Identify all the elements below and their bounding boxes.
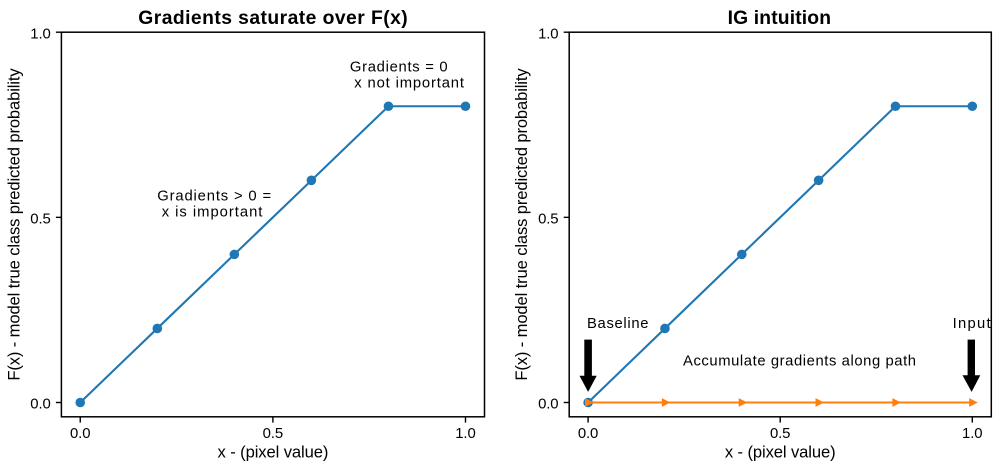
svg-text:x not important: x not important — [354, 76, 464, 92]
svg-text:F(x) - model true class predic: F(x) - model true class predicted probab… — [512, 68, 531, 381]
svg-text:1.0: 1.0 — [538, 26, 559, 42]
svg-text:0.5: 0.5 — [770, 426, 791, 442]
svg-text:0.0: 0.0 — [70, 426, 91, 442]
svg-text:x - (pixel value): x - (pixel value) — [218, 443, 329, 462]
svg-text:Input: Input — [953, 316, 991, 332]
svg-text:Accumulate gradients along pat: Accumulate gradients along path — [683, 354, 916, 370]
svg-text:Gradients > 0 =: Gradients > 0 = — [157, 189, 271, 205]
svg-text:Gradients = 0: Gradients = 0 — [350, 59, 448, 75]
svg-text:0.5: 0.5 — [30, 212, 51, 228]
svg-text:Baseline: Baseline — [587, 316, 649, 332]
svg-text:0.0: 0.0 — [30, 397, 51, 413]
svg-text:F(x) - model true class predic: F(x) - model true class predicted probab… — [4, 68, 23, 381]
svg-text:0.0: 0.0 — [578, 426, 599, 442]
svg-text:x is important: x is important — [162, 205, 263, 221]
svg-text:Gradients saturate over F(x): Gradients saturate over F(x) — [138, 8, 407, 29]
svg-text:IG intuition: IG intuition — [728, 8, 831, 29]
svg-text:1.0: 1.0 — [962, 426, 983, 442]
svg-text:1.0: 1.0 — [30, 26, 51, 42]
svg-text:x - (pixel value): x - (pixel value) — [725, 443, 836, 462]
svg-text:0.0: 0.0 — [538, 397, 559, 413]
svg-text:0.5: 0.5 — [263, 426, 284, 442]
svg-text:1.0: 1.0 — [455, 426, 476, 442]
svg-text:0.5: 0.5 — [538, 212, 559, 228]
